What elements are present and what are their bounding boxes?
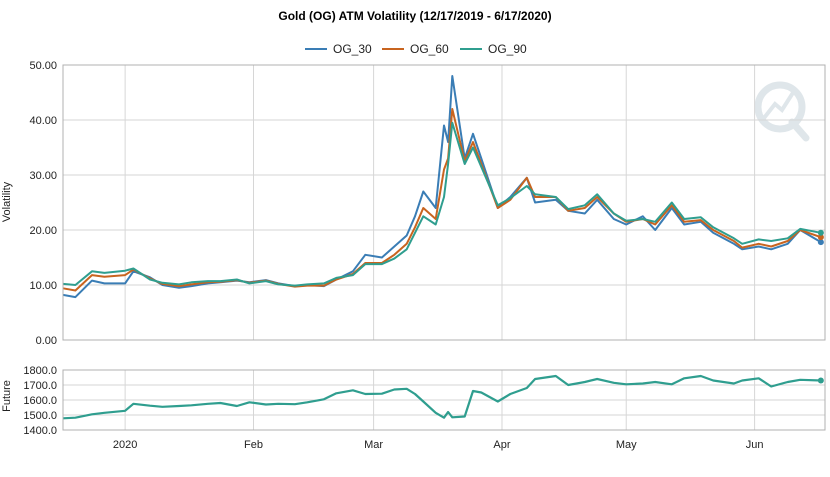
volatility-axis-label: Volatility [1,181,13,222]
series-line-og60 [62,108,822,292]
series-line-og90 [62,121,822,287]
future-y-tick-label: 1700.0 [23,380,57,392]
volatility-y-tick-label: 30.00 [29,170,57,182]
volatility-y-tick-label: 20.00 [29,225,57,237]
x-tick-label: May [616,439,637,451]
volatility-series [62,75,824,299]
volatility-plot-frame [62,64,826,341]
x-tick-label: 2020 [113,439,137,451]
legend-label-og30: OG_30 [333,42,372,56]
legend-label-og90: OG_90 [488,42,527,56]
series-line-og30 [62,75,822,299]
volatility-y-tick-label: 50.00 [29,60,57,72]
x-tick-label: Jun [746,439,764,451]
legend: OG_30 OG_60 OG_90 [305,42,527,56]
series-end-marker-og90 [817,229,824,236]
x-tick-label: Feb [244,439,263,451]
future-line [62,374,821,420]
series-end-marker-og60 [817,234,824,241]
future-series [62,374,824,420]
x-tick-label: Apr [493,439,510,451]
future-y-tick-label: 1600.0 [23,395,57,407]
future-end-marker [817,377,824,384]
x-axis-ticks: 2020 Feb Mar Apr May Jun [113,439,764,451]
volatility-y-tick-label: 10.00 [29,280,57,292]
future-y-tick-label: 1400.0 [23,425,57,437]
series-end-marker-og30 [817,239,824,246]
x-tick-label: Mar [364,439,383,451]
future-y-tick-label: 1500.0 [23,410,57,422]
volatility-y-ticks: 0.00 10.00 20.00 30.00 40.00 50.00 [29,60,57,347]
legend-label-og60: OG_60 [410,42,449,56]
quiz-q-watermark-icon [754,81,810,142]
chart-title: Gold (OG) ATM Volatility (12/17/2019 - 6… [278,9,551,23]
future-axis-label: Future [1,380,13,412]
future-plot-frame [62,369,826,431]
future-y-ticks: 1400.0 1500.0 1600.0 1700.0 1800.0 [23,365,57,437]
future-y-tick-label: 1800.0 [23,365,57,377]
volatility-y-tick-label: 40.00 [29,115,57,127]
volatility-grid [63,64,825,341]
volatility-y-tick-label: 0.00 [36,335,57,347]
